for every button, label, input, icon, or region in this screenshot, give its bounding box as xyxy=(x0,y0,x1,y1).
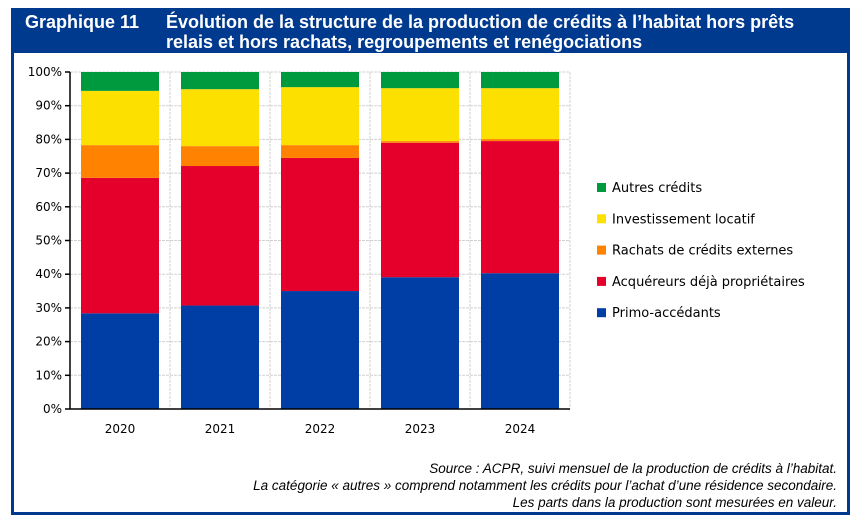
y-tick-label: 0% xyxy=(43,402,62,416)
legend-label: Autres crédits xyxy=(612,181,702,196)
y-tick-label: 90% xyxy=(35,99,62,113)
footer-notes: Source : ACPR, suivi mensuel de la produ… xyxy=(253,460,837,511)
legend-label: Primo-accédants xyxy=(612,306,721,321)
y-tick-label: 80% xyxy=(35,132,62,146)
title-bar: Graphique 11 Évolution de la structure d… xyxy=(11,8,850,53)
y-tick-label: 10% xyxy=(35,368,62,382)
figure-title: Évolution de la structure de la producti… xyxy=(166,12,795,52)
legend-swatch xyxy=(597,276,606,286)
source-text: Source : ACPR, suivi mensuel de la produ… xyxy=(429,461,837,476)
bar-segment xyxy=(181,166,259,306)
legend-label: Rachats de crédits externes xyxy=(612,244,793,259)
figure-number: Graphique 11 xyxy=(25,12,140,32)
note-text: Les parts dans la production sont mesuré… xyxy=(512,495,837,510)
x-tick-label: 2023 xyxy=(405,422,436,436)
y-tick-label: 40% xyxy=(35,267,62,281)
bar-segment xyxy=(81,72,159,91)
bar-segment xyxy=(181,72,259,90)
bar-segment xyxy=(281,157,359,292)
bar-segment xyxy=(181,89,259,147)
bar-segment xyxy=(481,72,559,89)
bar-segment xyxy=(181,305,259,409)
y-tick-label: 30% xyxy=(35,301,62,315)
bar-segment xyxy=(481,88,559,140)
x-tick-label: 2021 xyxy=(205,422,236,436)
bar-segment xyxy=(381,88,459,142)
y-tick-label: 70% xyxy=(35,166,62,180)
bar-segment xyxy=(281,87,359,146)
y-tick-label: 100% xyxy=(28,65,62,79)
legend-swatch xyxy=(597,308,606,318)
bar-segment xyxy=(281,291,359,409)
bar-segment xyxy=(81,177,159,314)
bar-segment xyxy=(481,141,559,274)
bar-segment xyxy=(481,273,559,409)
x-tick-label: 2022 xyxy=(305,422,336,436)
bar-segment xyxy=(81,313,159,409)
legend-label: Acquéreurs déjà propriétaires xyxy=(612,275,805,290)
bar-segment xyxy=(381,142,459,278)
note-text: La catégorie « autres » comprend notamme… xyxy=(253,478,837,493)
x-tick-label: 2020 xyxy=(105,422,136,436)
bar-segment xyxy=(481,139,559,142)
x-tick-label: 2024 xyxy=(505,422,536,436)
legend-label: Investissement locatif xyxy=(612,212,755,227)
legend-swatch xyxy=(597,183,606,192)
y-tick-label: 60% xyxy=(35,200,62,214)
legend-swatch xyxy=(597,214,606,224)
bar-segment xyxy=(381,277,459,409)
y-tick-label: 50% xyxy=(35,234,62,248)
bar-segment xyxy=(81,90,159,146)
bar-segment xyxy=(381,72,459,89)
bar-segment xyxy=(381,141,459,143)
y-tick-label: 20% xyxy=(35,335,62,349)
bar-segment xyxy=(281,72,359,88)
bar-segment xyxy=(281,145,359,158)
bar-segment xyxy=(81,145,159,178)
bar-segment xyxy=(181,146,259,167)
legend-swatch xyxy=(597,245,606,255)
